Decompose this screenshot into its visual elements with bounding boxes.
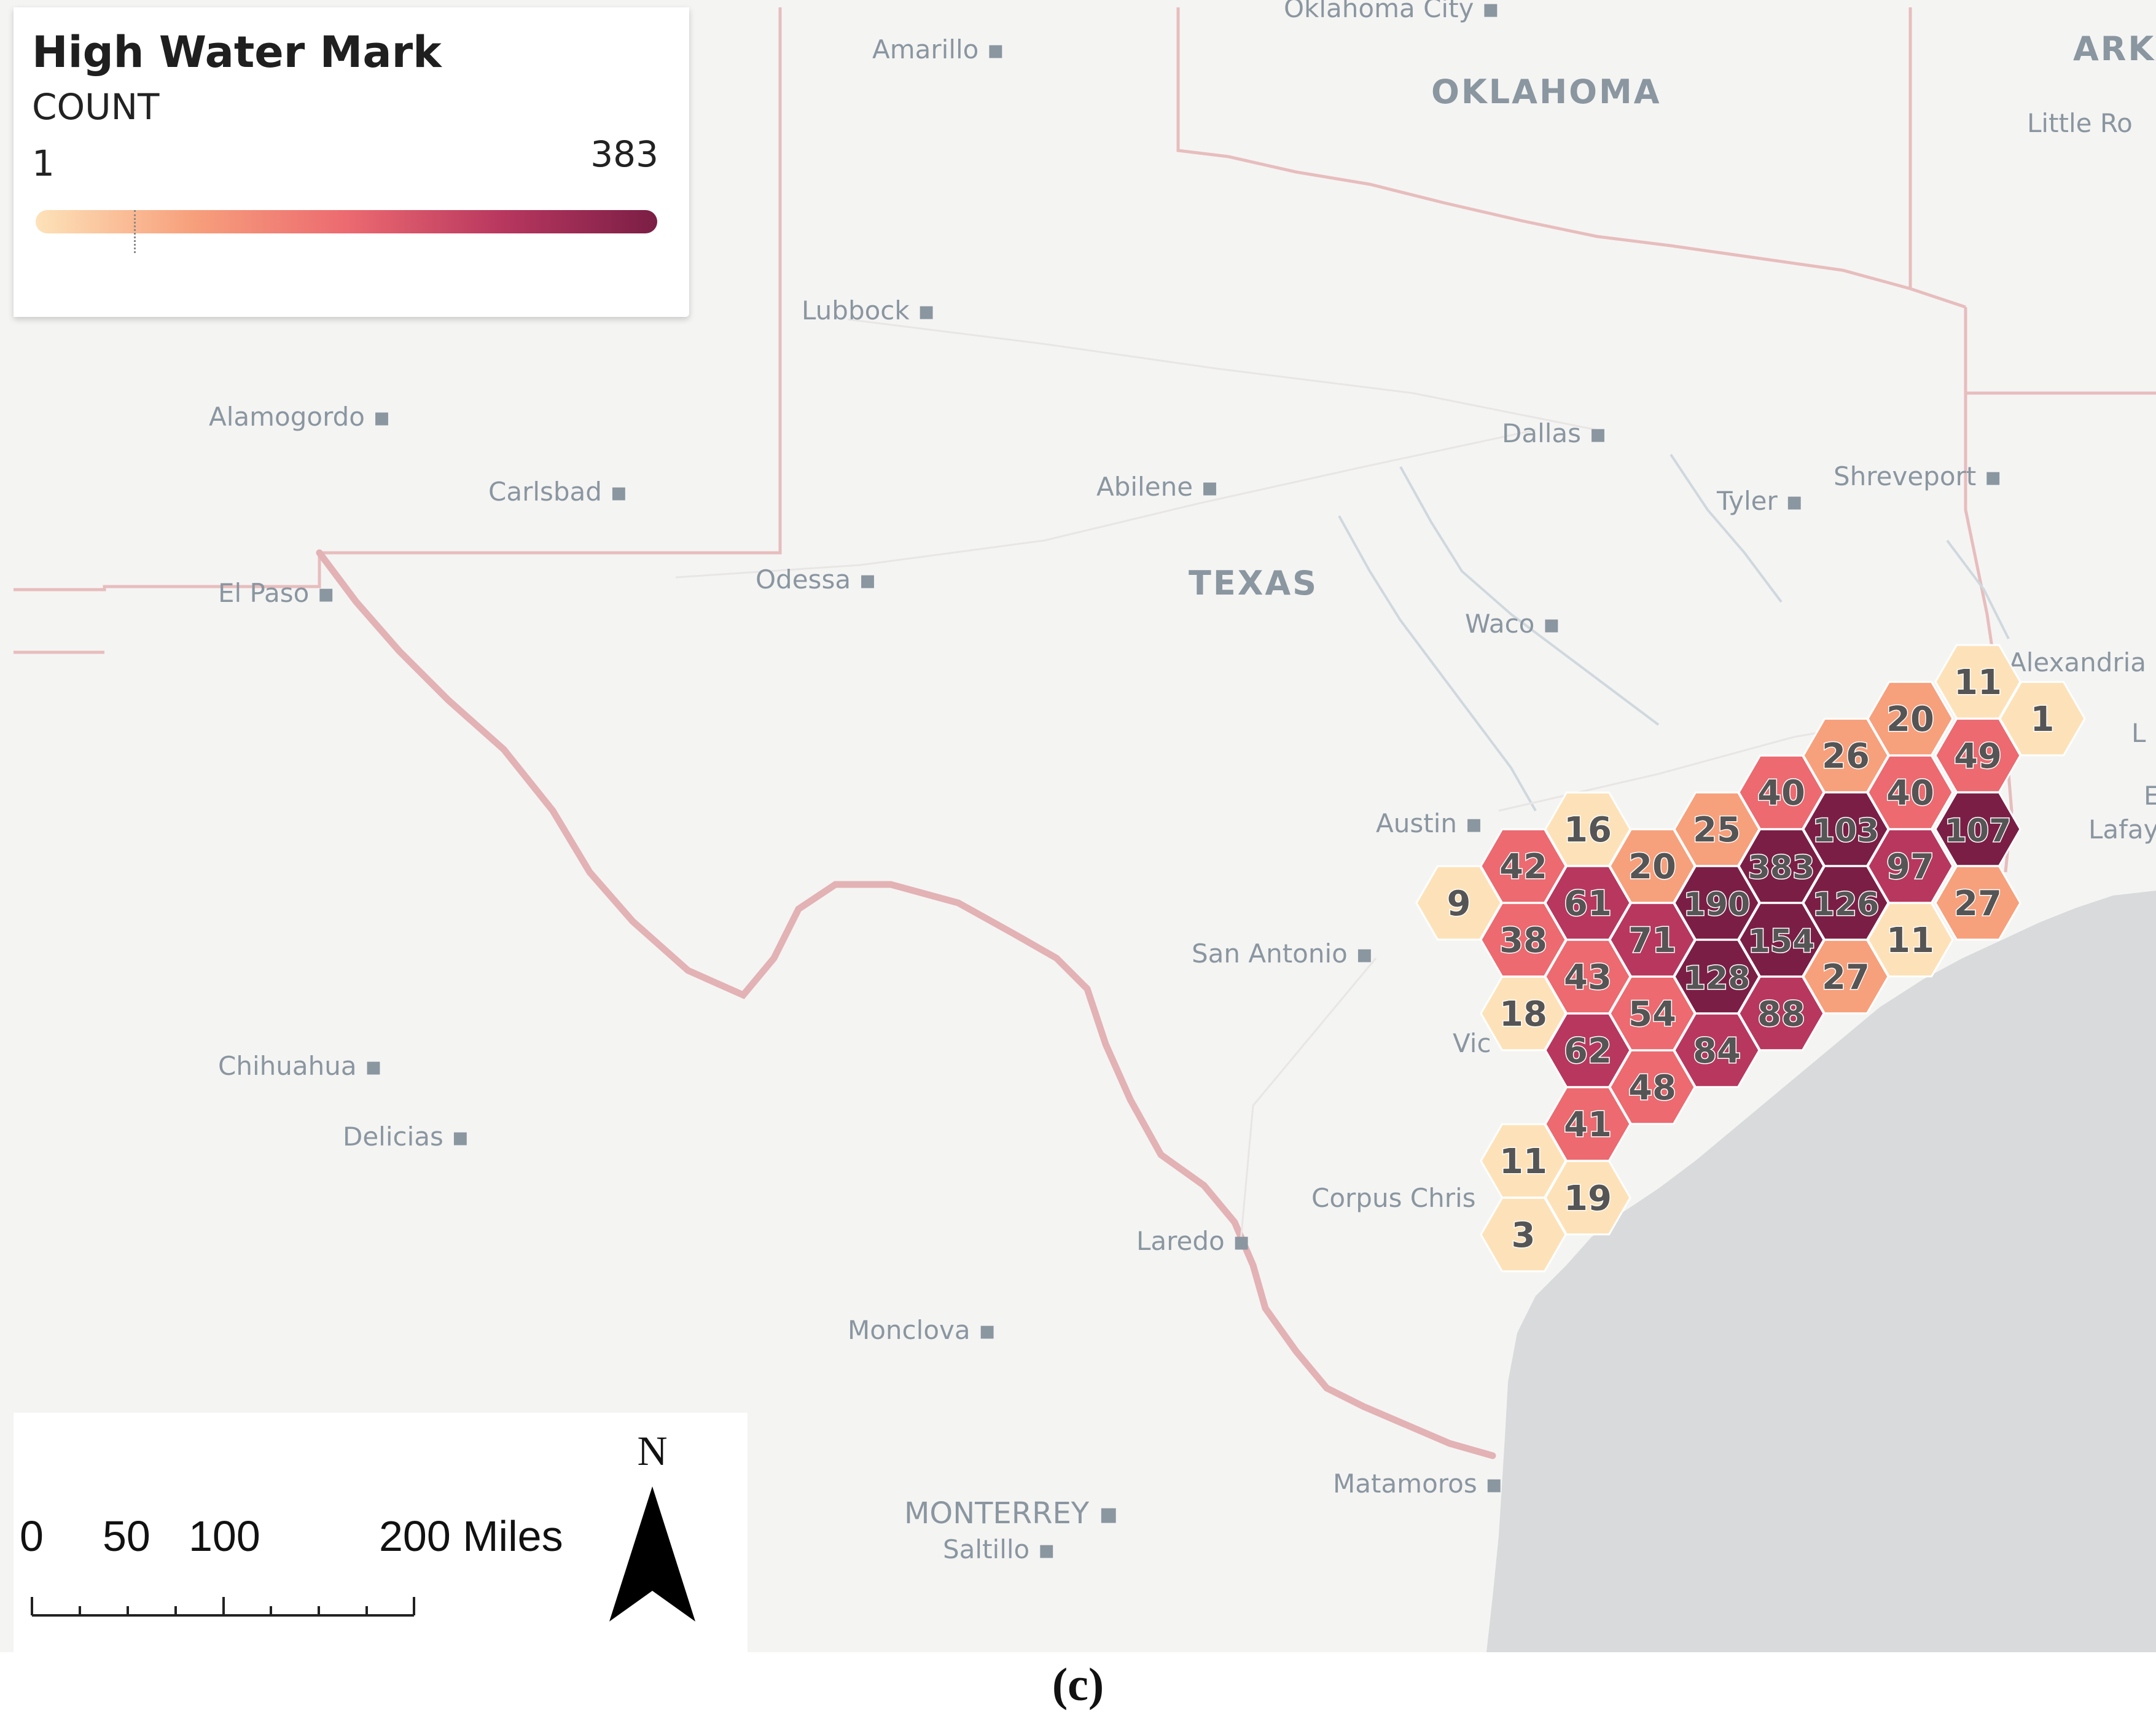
caption-text: (c) bbox=[1052, 1659, 1104, 1711]
place-label-tyler: Tyler ▪ bbox=[1716, 486, 1803, 516]
legend-color-ramp bbox=[36, 210, 657, 233]
hexbin-count-label: 43 bbox=[1564, 958, 1612, 997]
hexbin-count-label: 41 bbox=[1564, 1105, 1612, 1145]
place-label-waco: Waco ▪ bbox=[1465, 609, 1560, 639]
legend-marker bbox=[134, 210, 136, 253]
place-label-alamogordo: Alamogordo ▪ bbox=[209, 402, 391, 432]
hexbin-count-label: 128 bbox=[1684, 960, 1751, 997]
place-label-abilene: Abilene ▪ bbox=[1096, 472, 1219, 502]
place-label-carlsbad: Carlsbad ▪ bbox=[488, 477, 628, 507]
place-labels: Oklahoma City ▪ Amarillo ▪ OKLAHOMA ARKA Lit… bbox=[209, 0, 2156, 1564]
hexbin-count-label: 19 bbox=[1564, 1179, 1612, 1219]
place-label-austin: Austin ▪ bbox=[1376, 808, 1483, 838]
hexbin-count-label: 48 bbox=[1628, 1068, 1676, 1108]
place-label-oklahoma: OKLAHOMA bbox=[1431, 72, 1662, 111]
hexbin-count-label: 27 bbox=[1822, 958, 1870, 997]
place-label-texas: TEXAS bbox=[1189, 564, 1318, 603]
place-label-e: E bbox=[2144, 781, 2156, 811]
hexbin-count-label: 97 bbox=[1886, 847, 1934, 887]
legend-title: High Water Mark bbox=[32, 27, 442, 77]
hexbin-count-label: 26 bbox=[1822, 736, 1870, 776]
hexbin-count-label: 49 bbox=[1954, 736, 2002, 776]
state-borders bbox=[14, 7, 2156, 873]
hexbin-count-label: 62 bbox=[1564, 1031, 1612, 1071]
hexbin-count-label: 3 bbox=[1512, 1216, 1536, 1255]
scale-label-0: 0 bbox=[20, 1512, 44, 1560]
place-label-l: L bbox=[2131, 718, 2146, 748]
hexbin-count-label: 38 bbox=[1499, 921, 1547, 961]
scale-label-200: 200 Miles bbox=[379, 1512, 563, 1560]
place-label-lubbock: Lubbock ▪ bbox=[802, 295, 935, 326]
place-label-monterrey: MONTERREY ▪ bbox=[904, 1496, 1119, 1531]
hexbin-count-label: 107 bbox=[1945, 813, 2012, 849]
hexbin-cell[interactable] bbox=[1480, 1196, 1567, 1273]
place-label-san-antonio: San Antonio ▪ bbox=[1192, 939, 1373, 969]
place-label-odessa: Odessa ▪ bbox=[756, 564, 877, 595]
place-label-delicias: Delicias ▪ bbox=[343, 1122, 469, 1152]
scale-label-50: 50 bbox=[103, 1512, 150, 1560]
place-label-arka: ARKA bbox=[2073, 29, 2156, 68]
place-label-corpus-chris: Corpus Chris bbox=[1311, 1183, 1476, 1213]
scale-and-north-panel: 0 50 100 200 Miles N bbox=[14, 1413, 748, 1652]
hexbin-count-label: 11 bbox=[1886, 921, 1934, 961]
place-label-saltillo: Saltillo ▪ bbox=[943, 1534, 1055, 1564]
rivers bbox=[1338, 453, 2010, 811]
legend-subtitle: COUNT bbox=[32, 86, 160, 128]
hexbin-count-label: 84 bbox=[1693, 1031, 1741, 1071]
place-label-amarillo: Amarillo ▪ bbox=[872, 34, 1004, 64]
hexbin-count-label: 103 bbox=[1813, 813, 1880, 849]
hexbin-count-label: 40 bbox=[1757, 773, 1805, 813]
hexbin-count-label: 40 bbox=[1886, 773, 1934, 813]
legend-max-value: 383 bbox=[590, 133, 658, 175]
hexbin-count-label: 190 bbox=[1684, 886, 1751, 923]
hexbin-count-label: 18 bbox=[1499, 994, 1547, 1034]
hexbin-count-label: 1 bbox=[2031, 700, 2055, 740]
place-label-lafay: Lafay bbox=[2088, 814, 2156, 845]
place-label-little-ro: Little Ro bbox=[2027, 108, 2133, 138]
figure-caption: (c) bbox=[0, 1658, 2156, 1712]
scale-bar bbox=[31, 1597, 415, 1617]
hexbin-count-label: 126 bbox=[1813, 886, 1880, 923]
rio-grande-border bbox=[316, 549, 1496, 1459]
place-label-vic: Vic bbox=[1453, 1028, 1491, 1058]
hexbin-count-label: 154 bbox=[1748, 923, 1815, 960]
place-label-oklahoma-city: Oklahoma City ▪ bbox=[1284, 0, 1499, 23]
north-label: N bbox=[637, 1427, 667, 1474]
hexbin-count-label: 61 bbox=[1564, 884, 1612, 924]
hexbin-count-label: 9 bbox=[1447, 884, 1471, 924]
place-label-dallas: Dallas ▪ bbox=[1502, 418, 1607, 448]
legend-panel: High Water Mark COUNT 1 383 bbox=[14, 7, 689, 317]
hexbin-count-label: 11 bbox=[1954, 663, 2002, 703]
place-label-alexandria: Alexandria bbox=[2009, 647, 2146, 677]
hexbin-count-label: 16 bbox=[1564, 810, 1612, 850]
hexbin-cell[interactable] bbox=[1934, 865, 2021, 941]
hexbin-count-label: 25 bbox=[1693, 810, 1741, 850]
scale-bar-graphic: 0 50 100 200 Miles N bbox=[20, 1427, 695, 1622]
hexbin-count-label: 71 bbox=[1628, 921, 1676, 961]
place-label-chihuahua: Chihuahua ▪ bbox=[218, 1051, 382, 1081]
map-canvas[interactable]: Oklahoma City ▪ Amarillo ▪ OKLAHOMA ARKA Lit… bbox=[0, 0, 2156, 1652]
place-label-matamoros: Matamoros ▪ bbox=[1333, 1469, 1503, 1499]
gulf-of-mexico bbox=[1486, 891, 2156, 1652]
legend-min-value: 1 bbox=[32, 142, 55, 184]
hexbin-count-label: 20 bbox=[1886, 700, 1934, 740]
hexbin-count-label: 383 bbox=[1748, 849, 1815, 886]
place-label-shreveport: Shreveport ▪ bbox=[1834, 461, 2002, 491]
place-label-el-paso: El Paso ▪ bbox=[218, 578, 335, 608]
hexbin-count-label: 20 bbox=[1628, 847, 1676, 887]
hexbin-count-label: 11 bbox=[1499, 1142, 1547, 1182]
hexbin-count-label: 27 bbox=[1954, 884, 2002, 924]
hexbin-count-label: 88 bbox=[1757, 994, 1805, 1034]
north-arrow-icon bbox=[609, 1486, 695, 1622]
scale-label-100: 100 bbox=[189, 1512, 260, 1560]
hexbin-count-label: 42 bbox=[1499, 847, 1547, 887]
hexbin-count-label: 54 bbox=[1628, 994, 1676, 1034]
place-label-laredo: Laredo ▪ bbox=[1136, 1226, 1251, 1256]
highways bbox=[675, 318, 1935, 1241]
place-label-monclova: Monclova ▪ bbox=[848, 1315, 996, 1345]
